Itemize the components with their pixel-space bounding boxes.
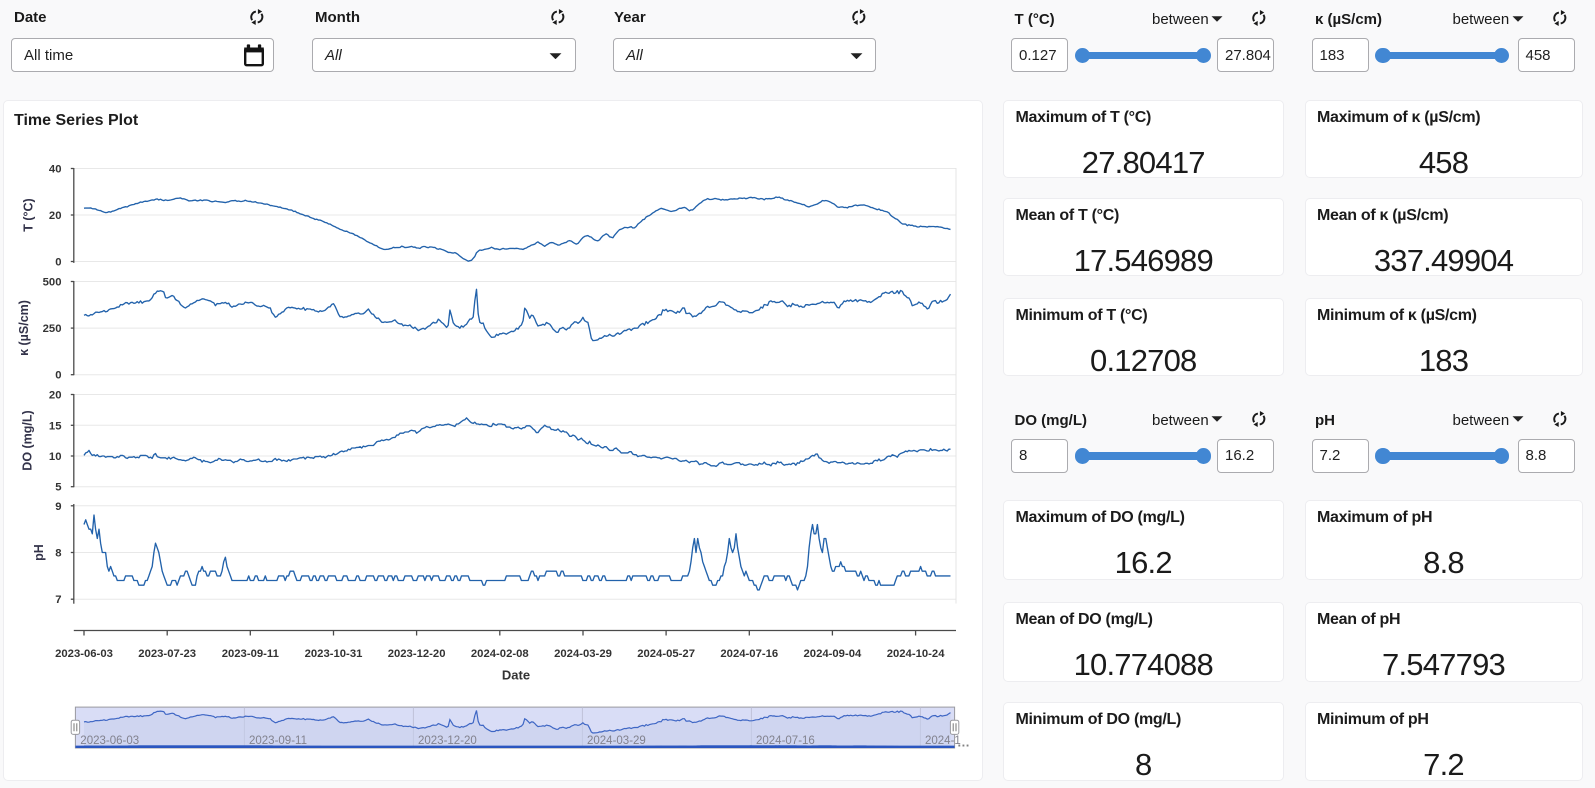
svg-text:2024-1: 2024-1 xyxy=(925,734,961,746)
svg-text:2023-12-20: 2023-12-20 xyxy=(418,734,477,746)
svg-text:2024-03-29: 2024-03-29 xyxy=(587,734,646,746)
svg-text:2024-07-16: 2024-07-16 xyxy=(756,734,815,746)
svg-text:5: 5 xyxy=(55,481,61,493)
svg-text:40: 40 xyxy=(49,163,62,175)
svg-text:20: 20 xyxy=(49,389,62,401)
svg-text:0: 0 xyxy=(55,369,61,381)
svg-text:2024-02-08: 2024-02-08 xyxy=(471,648,529,660)
svg-text:2023-12-20: 2023-12-20 xyxy=(388,648,446,660)
svg-text:8: 8 xyxy=(55,547,61,559)
svg-text:2023-10-31: 2023-10-31 xyxy=(305,648,363,660)
svg-text:0: 0 xyxy=(55,256,61,268)
svg-text:...: ... xyxy=(958,734,970,749)
svg-text:2023-06-03: 2023-06-03 xyxy=(80,734,139,746)
svg-text:2023-09-11: 2023-09-11 xyxy=(249,734,307,746)
svg-text:7: 7 xyxy=(55,594,61,606)
svg-text:250: 250 xyxy=(43,323,62,335)
svg-text:10: 10 xyxy=(49,451,62,463)
svg-text:T (°C): T (°C) xyxy=(22,198,36,231)
svg-text:2024-05-27: 2024-05-27 xyxy=(637,648,695,660)
svg-text:2024-09-04: 2024-09-04 xyxy=(804,648,863,660)
svg-text:pH: pH xyxy=(32,544,46,561)
svg-text:9: 9 xyxy=(55,500,61,512)
svg-text:Date: Date xyxy=(502,667,530,682)
svg-text:2024-10-24: 2024-10-24 xyxy=(887,648,946,660)
svg-text:2023-06-03: 2023-06-03 xyxy=(55,648,113,660)
svg-text:15: 15 xyxy=(49,420,62,432)
svg-text:DO (mg/L): DO (mg/L) xyxy=(21,410,35,470)
svg-text:2023-09-11: 2023-09-11 xyxy=(222,648,279,660)
svg-text:500: 500 xyxy=(43,276,62,288)
svg-text:2024-03-29: 2024-03-29 xyxy=(554,648,612,660)
svg-text:2024-07-16: 2024-07-16 xyxy=(720,648,778,660)
svg-text:2023-07-23: 2023-07-23 xyxy=(138,648,196,660)
svg-text:κ (µS/cm): κ (µS/cm) xyxy=(17,300,31,356)
svg-text:20: 20 xyxy=(49,210,62,222)
